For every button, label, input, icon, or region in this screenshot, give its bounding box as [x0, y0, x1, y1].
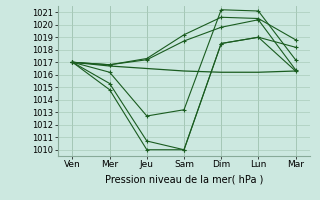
X-axis label: Pression niveau de la mer( hPa ): Pression niveau de la mer( hPa ): [105, 175, 263, 185]
